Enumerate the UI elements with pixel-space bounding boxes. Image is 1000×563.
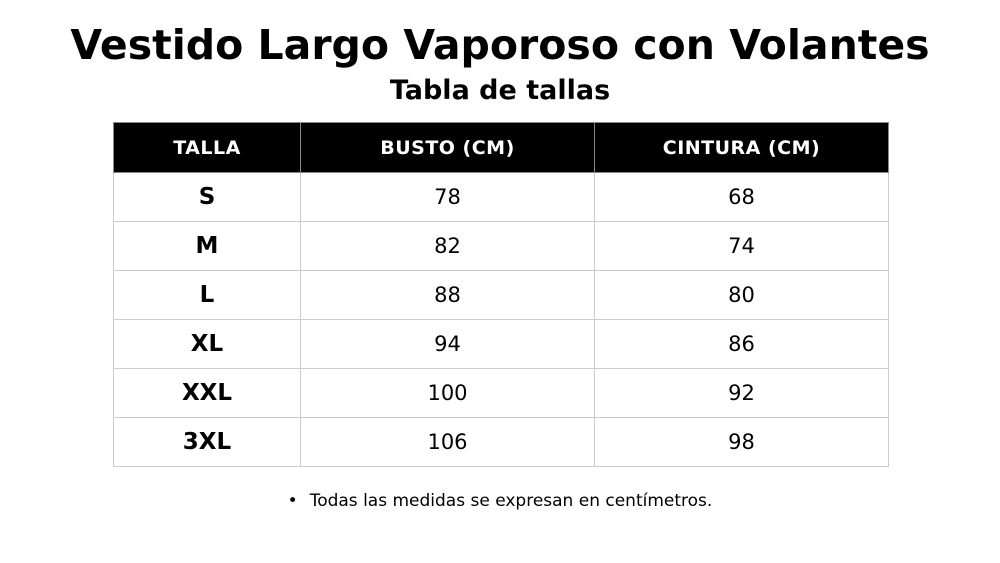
- table-row: L 88 80: [113, 270, 889, 320]
- measure-cell: 68: [594, 172, 889, 222]
- size-cell: 3XL: [113, 417, 301, 467]
- measure-cell: 80: [594, 270, 889, 320]
- table-row: M 82 74: [113, 221, 889, 271]
- measure-cell: 74: [594, 221, 889, 271]
- header-row: TALLA BUSTO (CM) CINTURA (CM): [113, 122, 889, 173]
- size-cell: XL: [113, 319, 301, 369]
- size-cell: XXL: [113, 368, 301, 418]
- measure-cell: 98: [594, 417, 889, 467]
- size-cell: S: [113, 172, 301, 222]
- size-cell: M: [113, 221, 301, 271]
- table-row: S 78 68: [113, 172, 889, 222]
- measure-cell: 88: [300, 270, 595, 320]
- measure-cell: 100: [300, 368, 595, 418]
- table-row: XL 94 86: [113, 319, 889, 369]
- measure-cell: 92: [594, 368, 889, 418]
- column-header: CINTURA (CM): [594, 122, 889, 173]
- title: Vestido Largo Vaporoso con Volantes: [70, 21, 930, 69]
- table-header: TALLA BUSTO (CM) CINTURA (CM): [113, 122, 889, 173]
- subtitle: Tabla de tallas: [389, 75, 611, 106]
- column-header: TALLA: [113, 122, 301, 173]
- note: Todas las medidas se expresan en centíme…: [288, 491, 713, 511]
- column-header: BUSTO (CM): [300, 122, 595, 173]
- table-body: S 78 68 M 82 74 L 88 80 XL 94 86 XXL 100 92 3XL 106 98: [113, 172, 889, 467]
- measure-cell: 106: [300, 417, 595, 467]
- measure-cell: 78: [300, 172, 595, 222]
- notes: Todas las medidas se expresan en centíme…: [0, 491, 1000, 511]
- table-row: XXL 100 92: [113, 368, 889, 418]
- size-cell: L: [113, 270, 301, 320]
- table-row: 3XL 106 98: [113, 417, 889, 467]
- size-table: TALLA BUSTO (CM) CINTURA (CM) S 78 68 M 82 74 L 8…: [113, 122, 889, 467]
- measure-cell: 94: [300, 319, 595, 369]
- measure-cell: 86: [594, 319, 889, 369]
- measure-cell: 82: [300, 221, 595, 271]
